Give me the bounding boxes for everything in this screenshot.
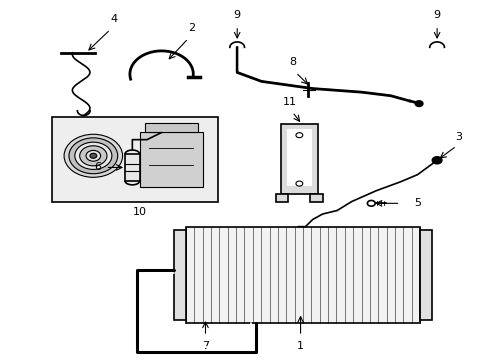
- Text: 8: 8: [289, 57, 296, 67]
- Text: 3: 3: [455, 132, 462, 142]
- Circle shape: [90, 153, 97, 158]
- Text: 10: 10: [132, 207, 146, 217]
- Text: 4: 4: [110, 14, 117, 24]
- Circle shape: [64, 134, 122, 177]
- Circle shape: [80, 146, 107, 166]
- Bar: [281, 125, 317, 194]
- Circle shape: [295, 133, 302, 138]
- Text: 6: 6: [95, 162, 102, 172]
- Circle shape: [75, 142, 112, 170]
- Bar: [125, 154, 140, 181]
- Text: 7: 7: [202, 341, 209, 351]
- Text: 2: 2: [188, 23, 195, 33]
- Circle shape: [69, 138, 118, 174]
- Text: 5: 5: [413, 198, 420, 208]
- Text: 9: 9: [233, 10, 240, 21]
- Circle shape: [366, 201, 374, 206]
- Circle shape: [431, 157, 441, 164]
- Bar: [144, 123, 198, 132]
- Bar: [310, 194, 322, 202]
- Text: 11: 11: [282, 97, 296, 107]
- Bar: [52, 117, 217, 202]
- Bar: [276, 194, 288, 202]
- Circle shape: [414, 101, 422, 107]
- Bar: [140, 132, 203, 187]
- Bar: [419, 230, 431, 320]
- Bar: [173, 230, 185, 320]
- Bar: [286, 129, 311, 186]
- Circle shape: [86, 150, 101, 161]
- Bar: [185, 226, 419, 323]
- Text: 9: 9: [433, 10, 440, 21]
- Text: 1: 1: [297, 341, 304, 351]
- Circle shape: [295, 181, 302, 186]
